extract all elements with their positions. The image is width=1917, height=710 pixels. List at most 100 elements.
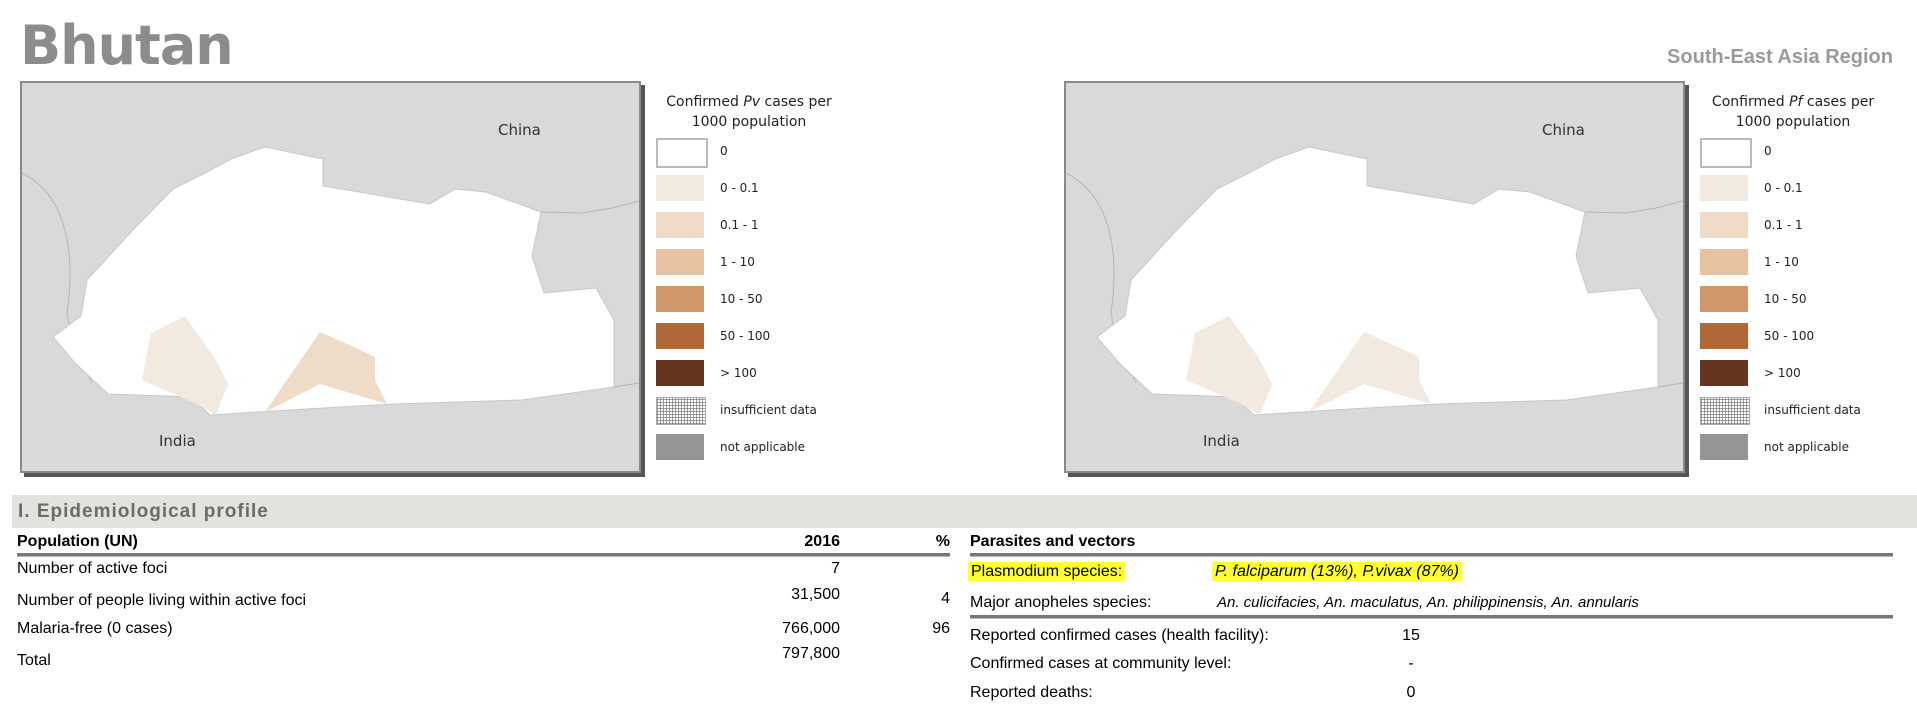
legend-item: 10 - 50 bbox=[654, 286, 844, 323]
section-rule bbox=[970, 615, 1893, 619]
legend-label: > 100 bbox=[720, 366, 757, 380]
legend-label: 10 - 50 bbox=[720, 292, 763, 306]
district-0-0.1 bbox=[142, 316, 228, 415]
legend-item: insufficient data bbox=[654, 397, 844, 434]
country-title: Bhutan bbox=[20, 14, 234, 77]
header-rule bbox=[970, 553, 1893, 557]
legend-label: insufficient data bbox=[720, 403, 817, 417]
stat-value: - bbox=[1408, 655, 1414, 672]
legend-swatch bbox=[1700, 212, 1748, 238]
pv-map: China India bbox=[20, 81, 641, 473]
legend-item: 0.1 - 1 bbox=[654, 212, 844, 249]
legend-item: 0.1 - 1 bbox=[1698, 212, 1888, 249]
legend-item: 0 bbox=[1698, 138, 1888, 175]
stat-label: Reported confirmed cases (health facilit… bbox=[970, 627, 1269, 644]
population-header: Population (UN) bbox=[17, 533, 138, 550]
legend-item: 1 - 10 bbox=[654, 249, 844, 286]
district-0-0.1 bbox=[1186, 316, 1272, 415]
label-india: India bbox=[159, 432, 196, 450]
section-title: I. Epidemiological profile bbox=[18, 501, 269, 522]
pct-header: % bbox=[935, 533, 950, 550]
legend-swatch bbox=[1700, 397, 1750, 425]
section-header: I. Epidemiological profile bbox=[12, 495, 1917, 528]
row-value: 766,000 bbox=[782, 620, 840, 637]
row-label: Number of people living within active fo… bbox=[17, 592, 307, 609]
legend-item: 50 - 100 bbox=[654, 323, 844, 360]
row-pct: 4 bbox=[941, 590, 950, 607]
legend-swatch bbox=[656, 397, 706, 425]
legend-swatch bbox=[1700, 175, 1748, 201]
legend-item: not applicable bbox=[654, 434, 844, 471]
legend-label: > 100 bbox=[1764, 366, 1801, 380]
legend-title: Confirmed Pf cases per 1000 population bbox=[1711, 94, 1875, 130]
legend-label: 1 - 10 bbox=[720, 255, 755, 269]
legend-swatch bbox=[1700, 286, 1748, 312]
legend-item: 0 - 0.1 bbox=[1698, 175, 1888, 212]
legend-label: 0.1 - 1 bbox=[1764, 218, 1803, 232]
legend-swatch bbox=[656, 175, 704, 201]
legend-swatch bbox=[1700, 360, 1748, 386]
plasmodium-label: Plasmodium species: bbox=[968, 562, 1126, 581]
legend-label: not applicable bbox=[1764, 440, 1850, 454]
anopheles-value: An. culicifacies, An. maculatus, An. phi… bbox=[1217, 594, 1639, 611]
legend-label: not applicable bbox=[720, 440, 806, 454]
stat-value: 15 bbox=[1402, 627, 1420, 644]
legend-swatch bbox=[1700, 434, 1748, 460]
stat-label: Confirmed cases at community level: bbox=[970, 655, 1232, 672]
row-value: 797,800 bbox=[782, 645, 840, 662]
legend-swatch bbox=[656, 360, 704, 386]
region-title: South-East Asia Region bbox=[1667, 46, 1893, 68]
pv-map-svg: China India bbox=[22, 121, 639, 450]
legend-swatch bbox=[656, 249, 704, 275]
stat-label: Reported deaths: bbox=[970, 684, 1093, 701]
legend-title: Confirmed Pv cases per 1000 population bbox=[666, 94, 832, 130]
header-rule bbox=[17, 553, 950, 557]
legend-swatch bbox=[656, 323, 704, 349]
legend-swatch bbox=[1700, 249, 1748, 275]
label-china: China bbox=[1542, 121, 1585, 139]
district-0-0.1 bbox=[1309, 332, 1431, 412]
label-india: India bbox=[1203, 432, 1240, 450]
border-line bbox=[540, 200, 639, 388]
legend-swatch bbox=[656, 138, 708, 168]
row-pct: 96 bbox=[932, 620, 950, 637]
year-header: 2016 bbox=[804, 533, 840, 550]
legend-label: 50 - 100 bbox=[1764, 329, 1815, 343]
anopheles-label: Major anopheles species: bbox=[970, 594, 1152, 611]
parasites-header: Parasites and vectors bbox=[970, 533, 1136, 550]
legend-swatch bbox=[656, 434, 704, 460]
legend-item: insufficient data bbox=[1698, 397, 1888, 434]
legend-item: 1 - 10 bbox=[1698, 249, 1888, 286]
border-line bbox=[1584, 200, 1683, 388]
legend-label: 0 bbox=[720, 144, 728, 158]
legend-label: 1 - 10 bbox=[1764, 255, 1799, 269]
legend-swatch bbox=[656, 286, 704, 312]
row-label: Total bbox=[17, 652, 51, 669]
pf-map-svg: China India bbox=[1066, 121, 1683, 450]
legend-items: 0 0 - 0.1 0.1 - 1 1 - 10 10 - 50 50 - 100 > 10… bbox=[1698, 138, 1888, 471]
plasmodium-value: P. falciparum (13%), P.vivax (87%) bbox=[1212, 562, 1462, 581]
legend-item: not applicable bbox=[1698, 434, 1888, 471]
legend-item: > 100 bbox=[654, 360, 844, 397]
label-china: China bbox=[498, 121, 541, 139]
row-value: 7 bbox=[831, 560, 840, 577]
legend-label: 0 - 0.1 bbox=[1764, 181, 1803, 195]
legend-label: insufficient data bbox=[1764, 403, 1861, 417]
legend-label: 10 - 50 bbox=[1764, 292, 1807, 306]
row-label: Number of active foci bbox=[17, 560, 168, 577]
legend-label: 0 bbox=[1764, 144, 1772, 158]
legend-item: 0 - 0.1 bbox=[654, 175, 844, 212]
row-value: 31,500 bbox=[791, 586, 840, 603]
legend-swatch bbox=[1700, 323, 1748, 349]
legend-items: 0 0 - 0.1 0.1 - 1 1 - 10 10 - 50 50 - 100 > 10… bbox=[654, 138, 844, 471]
legend-item: 0 bbox=[654, 138, 844, 175]
pf-map: China India bbox=[1064, 81, 1685, 473]
legend-label: 0.1 - 1 bbox=[720, 218, 759, 232]
legend-swatch bbox=[1700, 138, 1752, 168]
legend-label: 50 - 100 bbox=[720, 329, 771, 343]
row-label: Malaria-free (0 cases) bbox=[17, 620, 173, 637]
district-0.1-1 bbox=[265, 332, 387, 412]
legend-label: 0 - 0.1 bbox=[720, 181, 759, 195]
